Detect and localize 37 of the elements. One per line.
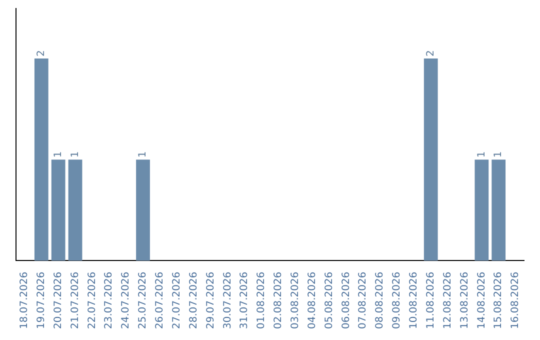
data-label: 1 <box>52 151 64 158</box>
data-label: 2 <box>36 50 47 57</box>
x-tick-label: 06.08.2026 <box>340 272 352 330</box>
x-tick-label: 21.07.2026 <box>70 272 81 330</box>
data-label: 1 <box>70 151 81 158</box>
x-tick-label: 15.08.2026 <box>493 272 504 330</box>
x-tick-label: 24.07.2026 <box>120 272 132 330</box>
x-tick-label: 07.08.2026 <box>358 272 369 330</box>
x-tick-label: 31.07.2026 <box>239 272 250 330</box>
x-tick-label: 18.07.2026 <box>19 272 30 330</box>
x-tick-label: 01.08.2026 <box>256 272 268 330</box>
x-tick-label: 25.07.2026 <box>138 272 149 330</box>
x-tick-label: 02.08.2026 <box>273 272 284 330</box>
x-tick-label: 28.07.2026 <box>188 272 200 330</box>
x-tick-label: 29.07.2026 <box>205 272 216 330</box>
x-tick-label: 20.07.2026 <box>52 272 64 330</box>
x-tick-label: 22.07.2026 <box>86 272 98 330</box>
x-tick-label: 30.07.2026 <box>222 272 234 330</box>
x-tick-label: 11.08.2026 <box>425 272 436 330</box>
x-tick-label: 08.08.2026 <box>374 272 386 330</box>
x-tick-label: 09.08.2026 <box>392 272 403 330</box>
data-label: 2 <box>425 50 436 57</box>
x-tick-label: 13.08.2026 <box>459 272 470 330</box>
x-tick-label: 12.08.2026 <box>442 272 454 330</box>
data-label: 1 <box>476 151 488 158</box>
x-tick-label: 19.07.2026 <box>36 272 47 330</box>
x-tick-label: 27.07.2026 <box>171 272 182 330</box>
x-tick-label: 04.08.2026 <box>306 272 318 330</box>
x-tick-label: 03.08.2026 <box>290 272 301 330</box>
x-tick-label: 10.08.2026 <box>408 272 420 330</box>
data-label: 1 <box>138 151 149 158</box>
data-label: 1 <box>493 151 504 158</box>
x-tick-label: 26.07.2026 <box>154 272 166 330</box>
x-tick-label: 23.07.2026 <box>104 272 115 330</box>
x-tick-label: 05.08.2026 <box>324 272 335 330</box>
x-tick-label: 14.08.2026 <box>476 272 488 330</box>
x-tick-label: 16.08.2026 <box>510 272 522 330</box>
